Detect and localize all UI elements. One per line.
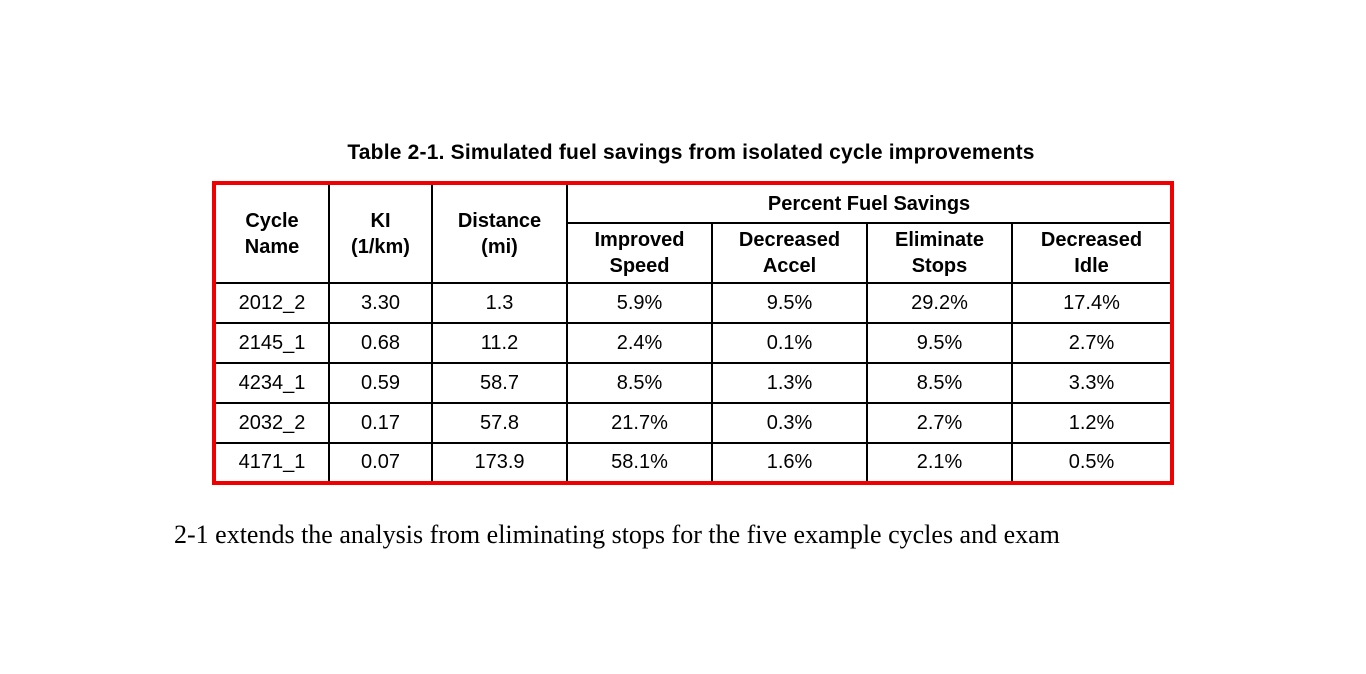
cell-improved-speed: 2.4% [566, 322, 713, 364]
cell-ki: 0.68 [328, 322, 433, 364]
header-cell-eliminate-stops: Eliminate Stops [866, 222, 1013, 284]
fuel-savings-table: Cycle Name KI (1/km) Distance (mi) Perce… [212, 181, 1175, 485]
header-cell-decreased-accel: Decreased Accel [711, 222, 868, 284]
fuel-savings-table-container: Cycle Name KI (1/km) Distance (mi) Perce… [212, 181, 1175, 485]
cell-cycle-name: 2012_2 [213, 282, 330, 324]
cell-decreased-idle: 0.5% [1010, 442, 1174, 484]
cell-distance: 57.8 [431, 402, 568, 444]
cell-decreased-accel: 0.1% [711, 322, 868, 364]
cell-distance: 58.7 [431, 362, 568, 404]
cell-improved-speed: 8.5% [566, 362, 713, 404]
table-row: 4234_1 0.59 58.7 8.5% 1.3% 8.5% 3.3% [213, 362, 1174, 404]
cell-eliminate-stops: 8.5% [866, 362, 1013, 404]
cell-cycle-name: 4171_1 [213, 442, 330, 484]
cell-ki: 0.07 [328, 442, 433, 484]
cell-cycle-name: 2032_2 [213, 402, 330, 444]
cell-decreased-accel: 9.5% [711, 282, 868, 324]
cell-decreased-idle: 17.4% [1010, 282, 1174, 324]
cell-eliminate-stops: 2.7% [866, 402, 1013, 444]
cell-ki: 0.17 [328, 402, 433, 444]
cell-decreased-idle: 2.7% [1010, 322, 1174, 364]
header-cell-distance: Distance (mi) [431, 182, 568, 284]
cell-improved-speed: 21.7% [566, 402, 713, 444]
cell-improved-speed: 58.1% [566, 442, 713, 484]
table-row: 2032_2 0.17 57.8 21.7% 0.3% 2.7% 1.2% [213, 402, 1174, 444]
table-row: 2145_1 0.68 11.2 2.4% 0.1% 9.5% 2.7% [213, 322, 1174, 364]
cell-eliminate-stops: 9.5% [866, 322, 1013, 364]
cell-decreased-idle: 3.3% [1010, 362, 1174, 404]
cell-decreased-accel: 0.3% [711, 402, 868, 444]
cell-distance: 1.3 [431, 282, 568, 324]
cell-improved-speed: 5.9% [566, 282, 713, 324]
header-cell-percent-fuel-savings: Percent Fuel Savings [565, 182, 1174, 224]
table-header-row-top: Cycle Name KI (1/km) Distance (mi) Perce… [213, 182, 1174, 284]
cell-distance: 11.2 [431, 322, 568, 364]
header-cell-ki: KI (1/km) [328, 182, 433, 284]
table-row: 2012_2 3.30 1.3 5.9% 9.5% 29.2% 17.4% [213, 282, 1174, 324]
cell-ki: 3.30 [328, 282, 433, 324]
table-header-row-sub: Improved Speed Decreased Accel Eliminate… [214, 222, 1174, 284]
table-row: 4171_1 0.07 173.9 58.1% 1.6% 2.1% 0.5% [213, 442, 1174, 484]
cell-ki: 0.59 [328, 362, 433, 404]
cell-decreased-idle: 1.2% [1010, 402, 1174, 444]
cell-decreased-accel: 1.3% [711, 362, 868, 404]
cell-eliminate-stops: 29.2% [866, 282, 1013, 324]
header-cell-decreased-idle: Decreased Idle [1010, 222, 1174, 284]
cell-decreased-accel: 1.6% [711, 442, 868, 484]
header-cell-improved-speed: Improved Speed [566, 222, 713, 284]
cell-cycle-name: 2145_1 [213, 322, 330, 364]
cell-cycle-name: 4234_1 [213, 362, 330, 404]
header-cell-cycle-name: Cycle Name [213, 182, 330, 284]
cell-distance: 173.9 [431, 442, 568, 484]
body-paragraph: 2-1 extends the analysis from eliminatin… [174, 520, 1060, 549]
cell-eliminate-stops: 2.1% [866, 442, 1013, 484]
table-caption: Table 2-1. Simulated fuel savings from i… [347, 141, 1035, 164]
